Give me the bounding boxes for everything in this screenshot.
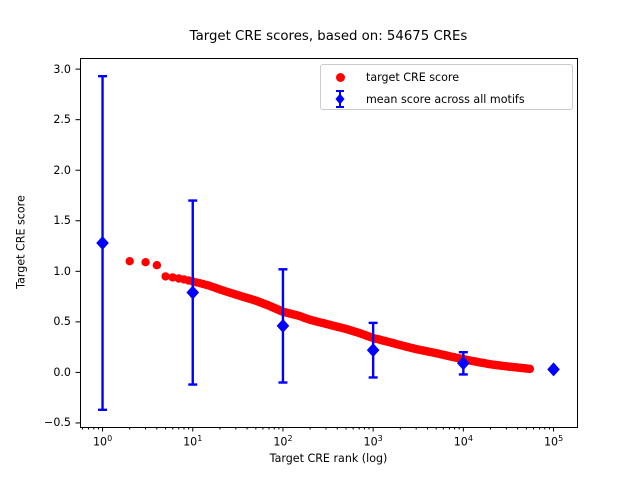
x-axis-label: Target CRE rank (log) bbox=[269, 452, 388, 465]
x-tick-labels: 100 101 102 103 104 105 bbox=[0, 433, 640, 451]
y-tick-label: 0.0 bbox=[53, 365, 71, 379]
x-tick-label: 102 bbox=[273, 434, 293, 449]
y-tick-label: 0.5 bbox=[53, 315, 71, 329]
legend-label-target: target CRE score bbox=[366, 70, 460, 84]
legend: target CRE score mean score across all m… bbox=[320, 64, 573, 110]
y-tick-label: 2.5 bbox=[53, 113, 71, 127]
x-tick-label: 100 bbox=[92, 434, 113, 449]
mean-score-series bbox=[96, 74, 560, 412]
x-tick-label: 104 bbox=[453, 434, 473, 449]
chart-title: Target CRE scores, based on: 54675 CREs bbox=[189, 29, 468, 44]
x-tick-label: 103 bbox=[363, 434, 383, 449]
y-tick-label: 2.0 bbox=[53, 163, 71, 177]
red-dot-icon bbox=[330, 66, 350, 88]
axis-ticks bbox=[75, 68, 555, 432]
legend-entry-mean-score: mean score across all motifs bbox=[330, 88, 572, 110]
x-tick-label: 105 bbox=[543, 434, 564, 449]
blue-diamond-errorbar-icon bbox=[330, 88, 350, 110]
y-tick-label: −0.5 bbox=[44, 416, 71, 430]
x-tick-label: 101 bbox=[183, 434, 203, 449]
y-tick-label: 1.5 bbox=[53, 214, 71, 228]
y-tick-label: 3.0 bbox=[53, 62, 71, 76]
y-tick-label: 1.0 bbox=[53, 264, 71, 278]
legend-label-mean: mean score across all motifs bbox=[366, 92, 525, 106]
legend-entry-target-cre-score: target CRE score bbox=[330, 66, 572, 88]
target-cre-score-series bbox=[125, 257, 535, 374]
plot-frame bbox=[80, 58, 578, 428]
